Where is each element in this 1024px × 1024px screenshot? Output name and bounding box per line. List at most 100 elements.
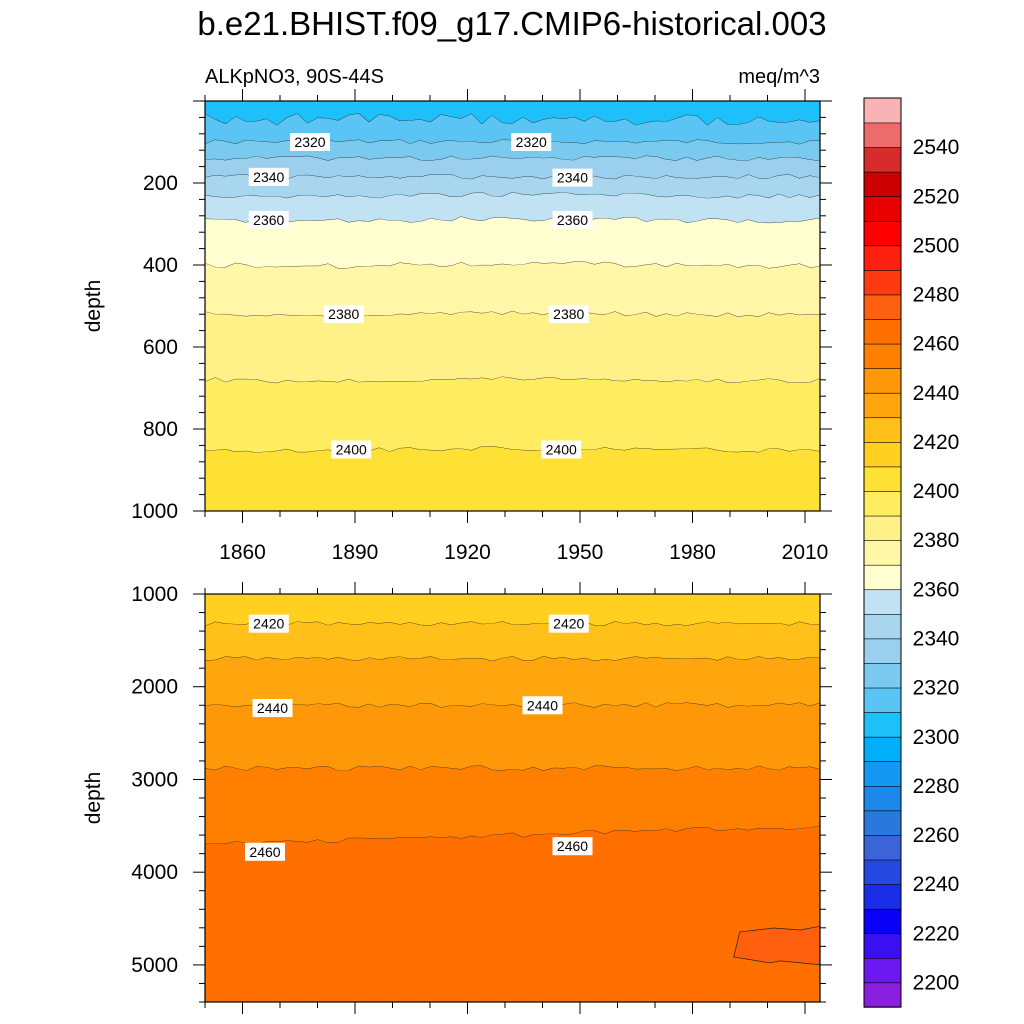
colorbar-box (863, 97, 902, 124)
left-subtitle: ALKpNO3, 90S-44S (205, 66, 384, 88)
colorbar-box (863, 932, 902, 959)
colorbar-box (863, 343, 902, 369)
contour-band (205, 156, 820, 180)
colorbar-box (863, 785, 902, 812)
contour-patch (733, 925, 820, 966)
colorbar-box (863, 466, 902, 492)
contour-label: 2380 (548, 305, 589, 324)
colorbar-box (863, 908, 902, 934)
svg-text:2360: 2360 (557, 212, 588, 228)
x-tick-label: 1890 (332, 541, 379, 564)
y-tick-label: 600 (143, 336, 178, 359)
contour-label: 2400 (331, 440, 372, 459)
colorbar: 2200 2220 2240 2260 2280 2300 2320 2340 2360 2380… (863, 97, 960, 1008)
x-tick-label: 1980 (669, 541, 716, 564)
svg-text:2400: 2400 (546, 442, 577, 458)
y-tick-label: 800 (143, 418, 178, 441)
colorbar-box (863, 490, 902, 517)
colorbar-label: 2260 (913, 824, 960, 847)
y-tick-label: 2000 (131, 676, 178, 699)
svg-text:2420: 2420 (253, 616, 284, 632)
y-tick-label: 3000 (131, 768, 178, 791)
colorbar-box (863, 638, 902, 664)
colorbar-label: 2380 (913, 529, 960, 552)
contour-label: 2380 (323, 305, 364, 324)
colorbar-box (863, 294, 902, 320)
svg-text:2360: 2360 (253, 212, 284, 228)
contour-band (205, 174, 820, 199)
contour-band (205, 216, 820, 269)
contour-label: 2420 (548, 614, 589, 633)
colorbar-box (863, 146, 902, 173)
contour-label: 2460 (552, 837, 593, 856)
contour-band (205, 765, 820, 845)
colorbar-label: 2440 (913, 382, 960, 405)
svg-text:2420: 2420 (553, 616, 584, 632)
colorbar-box (863, 220, 902, 247)
colorbar-label: 2280 (913, 775, 960, 798)
svg-text:2460: 2460 (249, 844, 280, 860)
colorbar-label: 2240 (913, 873, 960, 896)
x-tick-label: 1950 (557, 541, 604, 564)
contour-band (205, 261, 820, 318)
contour-label: 2440 (252, 699, 293, 718)
contour-label: 2420 (248, 614, 289, 633)
colorbar-box (863, 122, 902, 148)
contour-band (205, 113, 820, 145)
colorbar-box (863, 711, 902, 738)
contour-band (205, 702, 820, 771)
contour-label: 2360 (552, 210, 593, 229)
colorbar-box (863, 417, 902, 443)
y-axis-label: depth (82, 772, 105, 825)
colorbar-box (863, 318, 902, 345)
svg-text:2340: 2340 (557, 170, 588, 186)
colorbar-box (863, 834, 902, 861)
colorbar-label: 2460 (913, 333, 960, 356)
colorbar-label: 2300 (913, 726, 960, 749)
colorbar-label: 2200 (913, 971, 960, 994)
contour-label: 2320 (511, 133, 552, 151)
contour-band (205, 621, 820, 662)
contour-band (205, 311, 820, 384)
colorbar-box (863, 761, 902, 787)
svg-text:2440: 2440 (257, 700, 288, 716)
contour-band (205, 825, 820, 1002)
colorbar-box (863, 957, 902, 984)
plot-frame (204, 100, 821, 512)
colorbar-box (863, 883, 902, 910)
contour-band (205, 192, 820, 224)
svg-text:2320: 2320 (516, 134, 547, 150)
colorbar-box (863, 539, 902, 566)
colorbar-box (863, 736, 902, 763)
colorbar-label: 2500 (913, 234, 960, 257)
y-tick-label: 5000 (131, 954, 178, 977)
colorbar-box (863, 589, 902, 615)
y-tick-label: 200 (143, 172, 178, 195)
colorbar-box (863, 859, 902, 885)
contour-band (205, 594, 820, 627)
svg-text:2380: 2380 (553, 306, 584, 322)
colorbar-box (863, 613, 902, 640)
contour-band (205, 376, 820, 453)
svg-text:2380: 2380 (328, 306, 359, 322)
colorbar-label: 2480 (913, 284, 960, 307)
contour-band (205, 446, 820, 511)
colorbar-label: 2400 (913, 480, 960, 503)
colorbar-box (863, 171, 902, 197)
contour-label: 2340 (248, 167, 289, 186)
colorbar-box (863, 195, 902, 222)
colorbar-label: 2360 (913, 578, 960, 601)
colorbar-box (863, 810, 902, 836)
colorbar-label: 2420 (913, 431, 960, 454)
colorbar-box (863, 515, 902, 541)
colorbar-box (863, 269, 902, 296)
svg-text:2440: 2440 (527, 697, 558, 713)
colorbar-box (863, 982, 902, 1008)
colorbar-box (863, 662, 902, 689)
colorbar-label: 2340 (913, 627, 960, 650)
colorbar-label: 2220 (913, 922, 960, 945)
colorbar-box (863, 687, 902, 713)
contour-label: 2360 (248, 210, 289, 229)
colorbar-label: 2320 (913, 677, 960, 700)
